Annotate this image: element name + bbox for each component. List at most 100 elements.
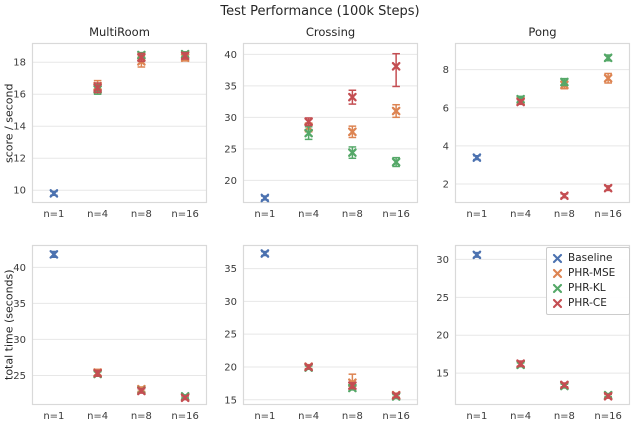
marker-x — [516, 97, 525, 107]
subplot-title-crossing: Crossing — [305, 25, 356, 39]
marker-x — [49, 189, 59, 198]
point-baseline-n=1 — [260, 249, 270, 258]
subplot-pong-time: 15 20 25 30 n=1 n=4 n=8 n=16 — [436, 244, 631, 422]
legend-marker-x-icon — [552, 298, 563, 308]
axes-spines — [31, 244, 208, 406]
point-phr-ce-n=8 — [348, 381, 357, 391]
marker-x — [560, 77, 569, 87]
marker-x — [391, 391, 401, 400]
subplot-title-pong: Pong — [528, 25, 557, 39]
legend-label: Baseline — [568, 252, 613, 265]
point-phr-mse-n=16 — [391, 103, 401, 119]
marker-x — [348, 127, 357, 137]
point-phr-ce-n=8 — [560, 191, 569, 201]
marker-x — [472, 250, 482, 260]
x-tick-label: n=1 — [254, 411, 275, 422]
legend-item-phr-kl: PHR-KL — [552, 282, 623, 295]
point-phr-ce-n=4 — [304, 117, 313, 127]
x-tick-label: n=4 — [87, 209, 108, 220]
y-tick-label: 8 — [443, 65, 449, 76]
y-tick-label: 25 — [224, 330, 237, 341]
y-tick-label: 40 — [224, 50, 237, 61]
point-phr-kl-n=4 — [304, 126, 313, 141]
x-tick-label: n=1 — [466, 209, 487, 220]
y-tick-label: 25 — [224, 144, 237, 155]
axes-spines — [242, 244, 419, 406]
marker-x — [391, 157, 401, 167]
point-phr-kl-n=8 — [560, 77, 569, 87]
marker-x — [472, 153, 482, 163]
point-phr-ce-n=8 — [137, 386, 146, 396]
legend: Baseline PHR-MSE PHR-KL PHR-CE — [546, 247, 630, 315]
y-tick-label: 25 — [13, 371, 26, 382]
marker-x — [603, 183, 613, 193]
point-phr-ce-n=16 — [180, 51, 190, 61]
x-tick-label: n=16 — [594, 411, 621, 422]
point-phr-ce-n=4 — [304, 362, 313, 372]
axes-spines — [242, 42, 419, 204]
y-tick-label: 30 — [224, 113, 237, 124]
figure-title: Test Performance (100k Steps) — [220, 4, 420, 19]
y-tick-label: 30 — [224, 297, 237, 308]
legend-item-baseline: Baseline — [552, 252, 623, 265]
subplot-crossing-time: 15 20 25 30 35 n=1 n=4 n=8 n=16 — [224, 244, 419, 422]
legend-label: PHR-MSE — [568, 267, 616, 280]
legend-marker-x-icon — [552, 253, 563, 263]
marker-x — [260, 193, 270, 203]
marker-x — [560, 191, 569, 201]
marker-x — [391, 106, 401, 116]
marker-x — [348, 148, 357, 157]
x-tick-label: n=8 — [554, 411, 575, 422]
x-tick-label: n=16 — [171, 209, 198, 220]
legend-marker-x-icon — [552, 283, 563, 293]
point-phr-ce-n=4 — [516, 359, 525, 369]
x-tick-label: n=1 — [254, 209, 275, 220]
point-phr-kl-n=16 — [391, 156, 401, 168]
y-tick-label: 30 — [436, 255, 449, 266]
axes-spines — [31, 42, 208, 204]
marker-x — [304, 362, 313, 372]
point-baseline-n=1 — [472, 153, 482, 163]
subplot-multiroom-time: 25 30 35 40 n=1 n=4 n=8 n=16 — [13, 244, 208, 422]
y-tick-label: 35 — [13, 299, 26, 310]
legend-label: PHR-KL — [568, 282, 606, 295]
x-tick-label: n=4 — [510, 411, 531, 422]
marker-x — [49, 250, 59, 259]
point-phr-mse-n=16 — [603, 72, 613, 84]
point-phr-ce-n=4 — [516, 97, 525, 107]
subplot-pong-score: 2 4 6 8 n=1 n=4 n=8 n=16 — [443, 42, 631, 220]
point-phr-mse-n=8 — [348, 125, 357, 139]
subplot-crossing-score: 20 25 30 35 40 n=1 n=4 n=8 n=16 — [224, 42, 419, 220]
point-phr-ce-n=4 — [93, 368, 102, 378]
x-tick-label: n=16 — [382, 209, 409, 220]
y-tick-label: 40 — [13, 263, 26, 274]
marker-x — [137, 386, 146, 396]
marker-x — [137, 53, 146, 62]
point-phr-ce-n=16 — [603, 391, 613, 401]
marker-x — [391, 61, 401, 71]
x-tick-label: n=1 — [466, 411, 487, 422]
subplot-title-multiroom: MultiRoom — [89, 25, 150, 39]
point-phr-ce-n=8 — [137, 52, 146, 63]
subplot-multiroom-score: 10 12 14 16 18 n=1 n=4 n=8 n=16 — [13, 42, 208, 220]
marker-x — [93, 368, 102, 378]
point-baseline-n=1 — [260, 193, 270, 203]
marker-x — [180, 51, 190, 61]
x-tick-label: n=8 — [342, 209, 363, 220]
marker-x — [180, 393, 190, 403]
y-tick-label: 14 — [13, 122, 26, 133]
y-tick-label: 20 — [224, 176, 237, 187]
y-tick-label: 35 — [224, 81, 237, 92]
axes-spines — [454, 42, 631, 204]
legend-marker-x-icon — [552, 268, 563, 278]
point-phr-ce-n=16 — [603, 183, 613, 193]
x-tick-label: n=8 — [342, 411, 363, 422]
x-tick-label: n=8 — [554, 209, 575, 220]
point-baseline-n=1 — [49, 189, 59, 198]
point-phr-ce-n=8 — [348, 89, 357, 105]
y-tick-label: 35 — [224, 264, 237, 275]
marker-x — [603, 53, 613, 63]
x-tick-label: n=16 — [171, 411, 198, 422]
x-tick-label: n=8 — [131, 411, 152, 422]
